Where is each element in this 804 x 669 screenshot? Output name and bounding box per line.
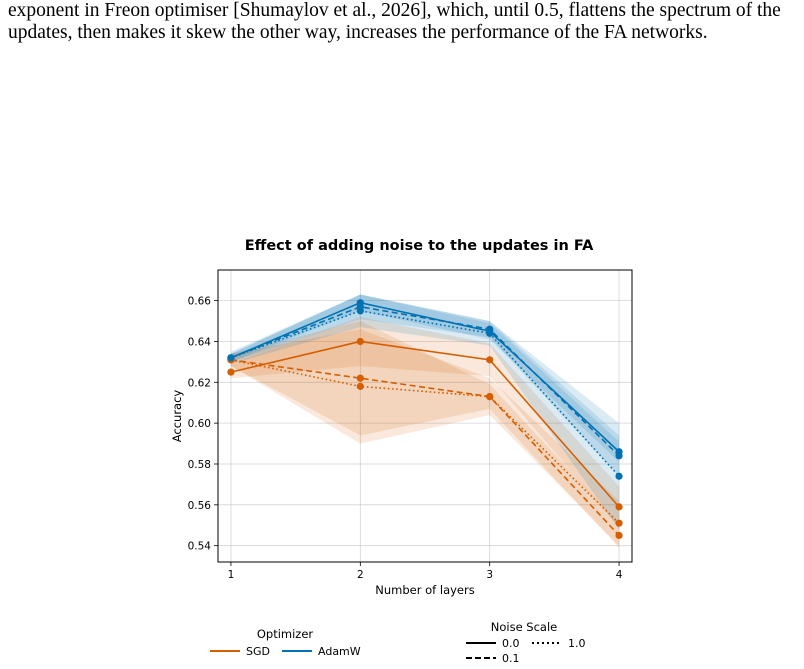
point-adamw-noise-1-0 [615, 472, 623, 480]
x-tick-label: 2 [357, 569, 364, 581]
line-sgd-noise-0-1 [230, 359, 620, 536]
point-sgd-noise-0-0 [356, 337, 364, 346]
legend-label-noise-0-0: 0.0 [502, 637, 520, 650]
point-sgd-noise-0-1 [356, 374, 364, 382]
paper-text-line-1: exponent in Freon optimiser [Shumaylov e… [8, 0, 781, 21]
line-adamw-noise-0-0 [230, 301, 620, 453]
point-adamw-noise-1-0 [227, 354, 235, 362]
y-tick-label: 0.60 [188, 418, 211, 430]
x-tick-label: 4 [616, 569, 623, 581]
series-lines [230, 301, 620, 536]
y-tick-label: 0.54 [188, 541, 212, 553]
confidence-bands [230, 294, 620, 548]
series-points [227, 299, 623, 540]
legend-label-sgd: SGD [246, 645, 270, 658]
band-sgd-noise-1-0 [230, 329, 620, 546]
x-axis-label: Number of layers [375, 583, 474, 597]
x-tick-label: 1 [228, 569, 235, 581]
point-adamw-noise-0-1 [615, 452, 623, 460]
band-adamw-noise-1-0 [230, 294, 620, 530]
plot-frame [217, 269, 633, 563]
line-sgd-noise-0-0 [230, 340, 620, 508]
paper-text-line-2: updates, then makes it skew the other wa… [8, 22, 708, 43]
x-tick-label: 3 [486, 569, 493, 581]
y-tick-label: 0.62 [188, 377, 211, 389]
chart-grid [218, 270, 632, 562]
legend-label-noise-0-1: 0.1 [502, 652, 520, 665]
point-adamw-noise-1-0 [486, 329, 494, 337]
point-sgd-noise-1-0 [486, 393, 494, 401]
y-tick-label: 0.64 [188, 336, 212, 348]
legend-label-adamw: AdamW [318, 645, 361, 658]
legend-optimizer: Optimizer SGD AdamW [210, 627, 361, 658]
y-axis-ticks: 0.54 0.56 0.58 0.60 0.62 0.64 0.66 [188, 296, 218, 553]
point-sgd-noise-1-0 [615, 519, 623, 527]
y-tick-label: 0.58 [188, 459, 211, 471]
y-axis-label: Accuracy [170, 390, 184, 443]
point-sgd-noise-0-0 [486, 356, 494, 364]
legend-noise-scale: Noise Scale 0.0 1.0 0.1 [466, 620, 586, 665]
x-axis-ticks: 1 2 3 4 [228, 562, 623, 581]
chart-title: Effect of adding noise to the updates in… [245, 238, 594, 254]
band-sgd-noise-0-1 [230, 321, 620, 548]
y-tick-label: 0.66 [188, 296, 212, 308]
legend-optimizer-title: Optimizer [257, 627, 314, 641]
legend-noise-title: Noise Scale [491, 620, 558, 634]
point-adamw-noise-1-0 [356, 307, 364, 315]
point-sgd-noise-0-0 [227, 368, 235, 376]
band-adamw-noise-0-1 [230, 294, 620, 477]
legend-label-noise-1-0: 1.0 [568, 637, 586, 650]
point-sgd-noise-1-0 [356, 382, 364, 390]
point-sgd-noise-0-1 [615, 531, 623, 540]
band-adamw-noise-0-0 [230, 294, 620, 462]
band-sgd-noise-0-0 [230, 316, 620, 528]
line-adamw-noise-0-1 [230, 305, 620, 457]
paper-body-text: exponent in Freon optimiser [Shumaylov e… [8, 0, 804, 44]
y-tick-label: 0.56 [188, 500, 212, 512]
point-sgd-noise-0-0 [615, 503, 623, 511]
